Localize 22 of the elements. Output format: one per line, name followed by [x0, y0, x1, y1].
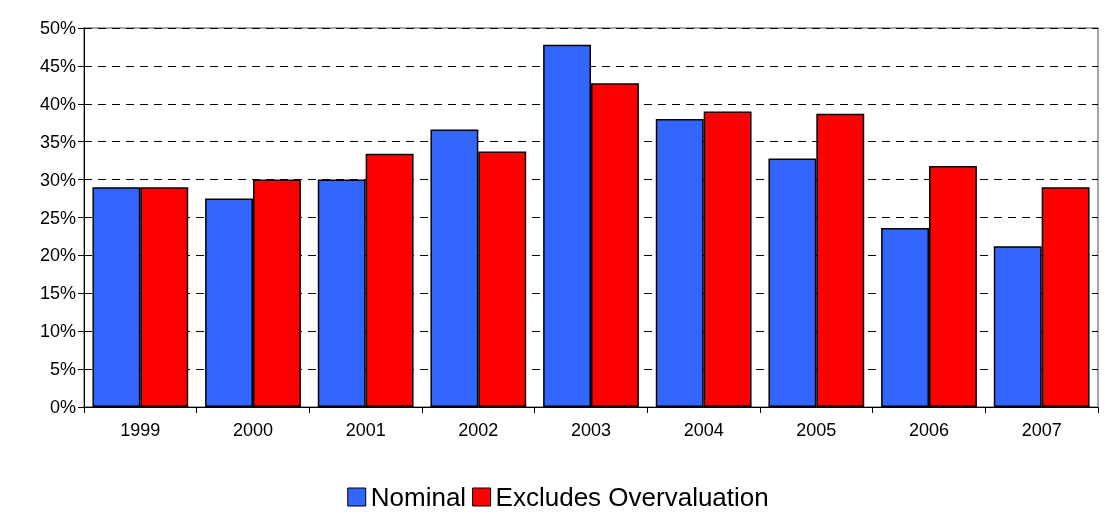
- y-tick-label: 30%: [39, 169, 76, 190]
- x-tick-label: 2003: [570, 420, 612, 440]
- y-tick-label: 45%: [39, 55, 76, 76]
- x-tick-label: 1999: [120, 420, 161, 440]
- y-tick-label: 20%: [39, 245, 76, 266]
- x-tick-label: 2002: [458, 420, 499, 440]
- y-tick-label: 25%: [39, 207, 76, 228]
- x-tick-label: 2007: [1021, 420, 1062, 440]
- y-tick-label: 15%: [39, 283, 76, 304]
- y-tick-label: 35%: [39, 131, 76, 152]
- y-tick-label: 10%: [39, 321, 76, 342]
- legend-label: Nominal: [370, 482, 467, 512]
- y-tick-label: 5%: [49, 359, 76, 380]
- y-tick-label: 0%: [49, 397, 76, 417]
- x-tick-label: 2004: [683, 420, 724, 440]
- y-tick-label: 40%: [39, 93, 76, 114]
- legend-label: Excludes Overvaluation: [495, 482, 769, 512]
- x-tick-label: 2000: [232, 420, 274, 440]
- x-tick-label: 2006: [908, 420, 950, 440]
- x-tick-label: 2001: [345, 420, 386, 440]
- y-tick-label: 50%: [39, 18, 76, 38]
- x-tick-label: 2005: [796, 420, 837, 440]
